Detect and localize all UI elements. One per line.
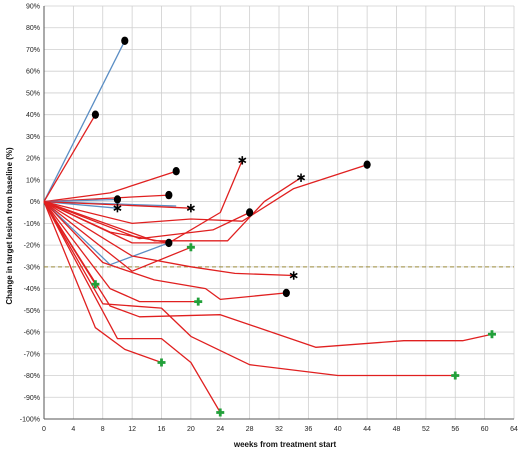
x-tick-label: 40 [334,426,342,433]
star-marker-ray [113,205,118,209]
plus-marker [487,330,496,339]
y-tick-label: -80% [24,373,40,380]
series-line [43,201,493,348]
x-tick-label: 16 [158,426,166,433]
y-tick-label: -60% [24,330,40,337]
y-tick-label: -40% [24,286,40,293]
y-tick-label: 0% [30,199,40,206]
star-marker [289,271,298,280]
x-tick-label: 20 [187,426,195,433]
axes [43,6,514,420]
series-line [43,201,294,277]
x-tick-label: 4 [71,426,75,433]
x-tick-label: 60 [481,426,489,433]
dot-marker [363,160,371,169]
plus-marker-horizontal [186,245,195,249]
y-tick-label: 20% [26,156,40,163]
plus-marker-horizontal [194,300,203,304]
star-marker-ray [289,272,295,277]
plus-marker [194,297,203,306]
dot-marker [246,208,254,217]
dot-marker [113,195,122,204]
x-tick-label: 44 [363,426,371,433]
star-marker-ray [296,174,302,179]
y-tick-label: -10% [24,221,40,228]
series-line [43,164,368,225]
plus-marker [216,408,225,417]
y-axis-title: Change in target lesion from baseline (%… [5,147,14,305]
star-marker [238,156,247,165]
series-line [43,201,192,272]
x-tick-label: 52 [422,426,430,433]
y-tick-label: -100% [20,417,40,424]
series-group [43,40,493,413]
y-tick-label: -90% [24,395,40,402]
dot-marker [282,288,290,298]
y-tick-label: 70% [26,47,40,54]
plus-marker-horizontal [91,282,100,286]
tick-labels: 90% 80% 70% 60% 50% 40% 30% 20% 10% 0% -10% -20% -30… [20,4,518,434]
plus-marker [186,243,195,252]
x-tick-label: 32 [275,426,283,433]
plus-marker-horizontal [451,374,460,377]
y-tick-label: 30% [26,134,40,141]
star-marker [296,173,306,182]
series-line [43,177,302,242]
series-line [43,198,118,203]
grid [43,5,515,420]
dot-marker [91,110,100,119]
series-line [43,114,96,202]
series-line [43,201,162,364]
series-line [43,170,177,203]
x-tick-label: 36 [304,426,312,433]
x-tick-label: 64 [510,426,518,433]
series-line [43,200,250,240]
y-tick-label: 80% [26,25,40,32]
star-marker [113,203,122,213]
series-line [43,201,199,303]
marker-group [91,36,496,417]
plus-marker-horizontal [487,332,496,336]
x-tick-label: 8 [101,426,105,433]
y-tick-label: 10% [26,177,40,184]
series-line [43,40,126,202]
dot-marker [165,238,173,248]
plus-marker [451,371,460,380]
plus-marker [157,358,166,367]
series-line [43,201,169,244]
series-line [43,201,456,377]
dot-marker [172,167,180,176]
x-tick-label: 12 [128,426,136,433]
y-tick-label: 50% [26,90,40,97]
y-tick-label: -50% [24,308,40,315]
x-tick-label: 0 [42,426,46,433]
plus-marker-horizontal [216,411,225,414]
y-tick-label: 40% [26,112,40,119]
dot-marker [121,36,129,45]
plus-marker-horizontal [157,361,166,364]
y-tick-label: 90% [26,4,40,11]
series-line [43,201,287,301]
y-tick-label: -20% [24,243,40,250]
y-tick-label: 60% [26,69,40,76]
dot-marker [165,190,173,200]
y-tick-label: -70% [24,351,40,358]
x-tick-label: 28 [246,426,254,433]
series-line [43,201,221,413]
star-marker-ray [186,205,192,209]
x-tick-label: 48 [393,426,401,433]
x-tick-label: 56 [451,426,459,433]
x-tick-label: 24 [216,426,224,433]
plus-marker [91,280,100,289]
star-marker [186,203,195,213]
x-axis-title: weeks from treatment start [233,440,337,449]
star-marker-ray [238,157,243,162]
y-tick-label: -30% [24,264,40,271]
